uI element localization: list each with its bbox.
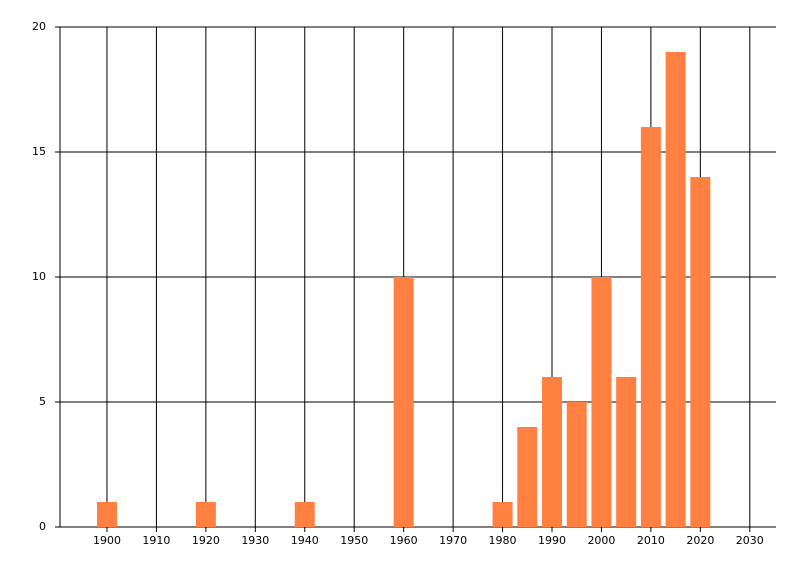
bar	[294, 502, 315, 527]
y-tick-label: 15	[32, 145, 46, 158]
x-tick-label: 1930	[241, 534, 269, 547]
y-tick-label: 20	[32, 20, 46, 33]
x-tick-label: 1950	[340, 534, 368, 547]
y-tick-label: 10	[32, 270, 46, 283]
bar	[393, 277, 414, 527]
bar	[566, 402, 587, 527]
x-tick-label: 1970	[439, 534, 467, 547]
bar	[542, 377, 563, 527]
x-tick-label: 1900	[93, 534, 121, 547]
x-tick-label: 2000	[587, 534, 615, 547]
x-tick-label: 2020	[686, 534, 714, 547]
y-tick-label: 0	[39, 520, 46, 533]
x-tick-label: 2030	[736, 534, 764, 547]
bar	[195, 502, 216, 527]
x-tick-label: 1990	[538, 534, 566, 547]
bar	[665, 52, 686, 527]
x-tick-label: 1940	[291, 534, 319, 547]
x-tick-label: 1960	[390, 534, 418, 547]
bar	[640, 127, 661, 527]
bar	[616, 377, 637, 527]
bar	[492, 502, 513, 527]
x-tick-label: 1920	[192, 534, 220, 547]
x-tick-label: 2010	[637, 534, 665, 547]
x-tick-label: 1980	[489, 534, 517, 547]
x-tick-label: 1910	[142, 534, 170, 547]
bar	[517, 427, 538, 527]
bar	[690, 177, 711, 527]
y-tick-label: 5	[39, 395, 46, 408]
bar	[591, 277, 612, 527]
bar	[96, 502, 117, 527]
